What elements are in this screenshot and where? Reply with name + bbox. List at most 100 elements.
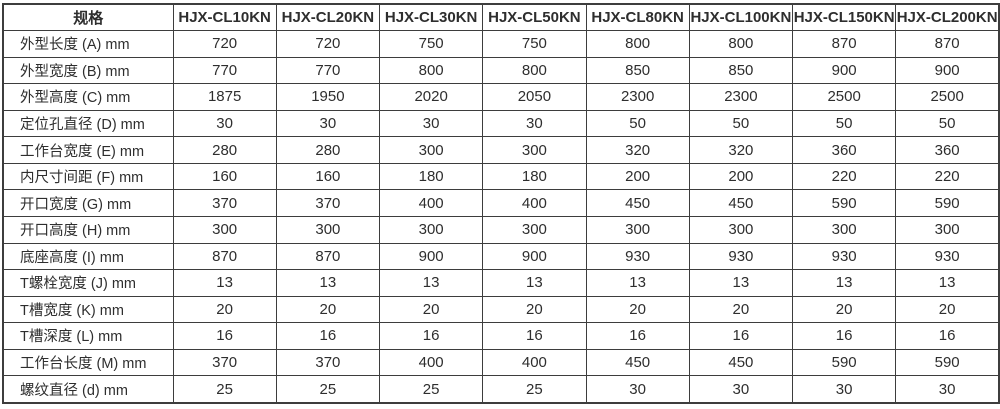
table-row: 开口宽度 (G) mm 370 370 400 400 450 450 590 590	[2, 189, 1000, 217]
value-cell: 900	[482, 242, 587, 271]
table-row: T螺栓宽度 (J) mm 13 13 13 13 13 13 13 13	[2, 269, 1000, 297]
value-cell: 300	[378, 215, 484, 244]
model-header-cell: HJX-CL150KN	[791, 3, 897, 31]
table-row: 外型长度 (A) mm 720 720 750 750 800 800 870 870	[2, 30, 1000, 58]
row-label: 开口高度 (H) mm	[2, 215, 174, 244]
value-cell: 320	[688, 136, 794, 164]
table-row: 工作台长度 (M) mm 370 370 400 400 450 450 590 590	[2, 348, 1000, 377]
table-row: 开口高度 (H) mm 300 300 300 300 300 300 300 300	[2, 215, 1000, 244]
value-cell: 16	[895, 322, 1000, 350]
value-cell: 300	[172, 215, 277, 244]
value-cell: 370	[275, 348, 381, 377]
value-cell: 25	[482, 375, 587, 404]
value-cell: 20	[275, 295, 381, 324]
value-cell: 300	[275, 215, 381, 244]
value-cell: 300	[378, 136, 484, 164]
value-cell: 160	[172, 162, 277, 191]
row-label: 开口宽度 (G) mm	[2, 189, 174, 217]
value-cell: 2500	[791, 83, 897, 111]
value-cell: 850	[688, 56, 794, 85]
model-header-cell: HJX-CL100KN	[688, 3, 794, 31]
row-label: 工作台宽度 (E) mm	[2, 136, 174, 164]
table-row: T槽深度 (L) mm 16 16 16 16 16 16 16 16	[2, 322, 1000, 350]
row-label: 定位孔直径 (D) mm	[2, 109, 174, 138]
table-row: 螺纹直径 (d) mm 25 25 25 25 30 30 30 30	[2, 375, 1000, 404]
value-cell: 400	[482, 348, 587, 377]
value-cell: 400	[482, 189, 587, 217]
value-cell: 50	[688, 109, 794, 138]
model-header-cell: HJX-CL80KN	[585, 3, 690, 31]
value-cell: 590	[895, 348, 1000, 377]
value-cell: 930	[791, 242, 897, 271]
row-label: 底座高度 (I) mm	[2, 242, 174, 271]
value-cell: 770	[172, 56, 277, 85]
value-cell: 300	[482, 136, 587, 164]
model-header-cell: HJX-CL30KN	[378, 3, 484, 31]
value-cell: 800	[585, 30, 690, 58]
value-cell: 16	[482, 322, 587, 350]
value-cell: 750	[378, 30, 484, 58]
value-cell: 720	[172, 30, 277, 58]
value-cell: 590	[791, 348, 897, 377]
value-cell: 200	[585, 162, 690, 191]
value-cell: 2500	[895, 83, 1000, 111]
row-label: 工作台长度 (M) mm	[2, 348, 174, 377]
value-cell: 20	[895, 295, 1000, 324]
value-cell: 160	[275, 162, 381, 191]
value-cell: 200	[688, 162, 794, 191]
row-label: 螺纹直径 (d) mm	[2, 375, 174, 404]
value-cell: 20	[172, 295, 277, 324]
value-cell: 370	[172, 348, 277, 377]
value-cell: 30	[172, 109, 277, 138]
table-row: 内尺寸间距 (F) mm 160 160 180 180 200 200 220 220	[2, 162, 1000, 191]
row-label: 外型高度 (C) mm	[2, 83, 174, 111]
value-cell: 16	[791, 322, 897, 350]
value-cell: 13	[791, 269, 897, 297]
value-cell: 370	[172, 189, 277, 217]
table-row: 外型宽度 (B) mm 770 770 800 800 850 850 900 900	[2, 56, 1000, 85]
value-cell: 450	[688, 189, 794, 217]
row-label: T螺栓宽度 (J) mm	[2, 269, 174, 297]
value-cell: 930	[688, 242, 794, 271]
value-cell: 870	[172, 242, 277, 271]
value-cell: 300	[895, 215, 1000, 244]
value-cell: 800	[378, 56, 484, 85]
value-cell: 30	[791, 375, 897, 404]
value-cell: 930	[585, 242, 690, 271]
value-cell: 2020	[378, 83, 484, 111]
spec-table-body: 外型长度 (A) mm 720 720 750 750 800 800 870 870 外型宽度 …	[2, 30, 1000, 404]
value-cell: 20	[482, 295, 587, 324]
value-cell: 590	[895, 189, 1000, 217]
value-cell: 280	[275, 136, 381, 164]
value-cell: 900	[378, 242, 484, 271]
value-cell: 20	[791, 295, 897, 324]
value-cell: 400	[378, 189, 484, 217]
value-cell: 300	[688, 215, 794, 244]
row-label: 内尺寸间距 (F) mm	[2, 162, 174, 191]
value-cell: 770	[275, 56, 381, 85]
value-cell: 900	[791, 56, 897, 85]
model-header-cell: HJX-CL50KN	[482, 3, 587, 31]
value-cell: 25	[275, 375, 381, 404]
value-cell: 1875	[172, 83, 277, 111]
value-cell: 370	[275, 189, 381, 217]
row-label: 外型长度 (A) mm	[2, 30, 174, 58]
value-cell: 1950	[275, 83, 381, 111]
value-cell: 750	[482, 30, 587, 58]
value-cell: 30	[895, 375, 1000, 404]
value-cell: 400	[378, 348, 484, 377]
value-cell: 360	[895, 136, 1000, 164]
table-row: 定位孔直径 (D) mm 30 30 30 30 50 50 50 50	[2, 109, 1000, 138]
value-cell: 50	[791, 109, 897, 138]
value-cell: 13	[172, 269, 277, 297]
row-label: T槽宽度 (K) mm	[2, 295, 174, 324]
spec-table: 规格 HJX-CL10KN HJX-CL20KN HJX-CL30KN HJX-CL5…	[2, 3, 1000, 404]
value-cell: 850	[585, 56, 690, 85]
value-cell: 16	[688, 322, 794, 350]
model-header-cell: HJX-CL20KN	[275, 3, 381, 31]
value-cell: 870	[791, 30, 897, 58]
value-cell: 2300	[585, 83, 690, 111]
value-cell: 320	[585, 136, 690, 164]
value-cell: 180	[378, 162, 484, 191]
